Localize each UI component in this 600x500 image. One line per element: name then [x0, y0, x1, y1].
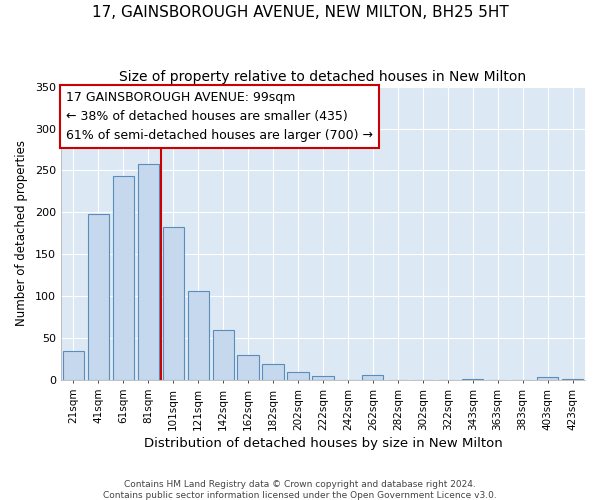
X-axis label: Distribution of detached houses by size in New Milton: Distribution of detached houses by size …: [143, 437, 502, 450]
Bar: [88, 214, 109, 380]
Bar: [63, 351, 84, 380]
Title: Size of property relative to detached houses in New Milton: Size of property relative to detached ho…: [119, 70, 527, 84]
Bar: [562, 378, 583, 380]
Bar: [313, 376, 334, 380]
Text: 17, GAINSBOROUGH AVENUE, NEW MILTON, BH25 5HT: 17, GAINSBOROUGH AVENUE, NEW MILTON, BH2…: [92, 5, 508, 20]
Text: Contains HM Land Registry data © Crown copyright and database right 2024.
Contai: Contains HM Land Registry data © Crown c…: [103, 480, 497, 500]
Bar: [188, 292, 209, 380]
Bar: [362, 376, 383, 380]
Bar: [163, 226, 184, 380]
Y-axis label: Number of detached properties: Number of detached properties: [15, 140, 28, 326]
Bar: [137, 164, 159, 380]
Bar: [462, 378, 484, 380]
Bar: [212, 330, 234, 380]
Bar: [238, 355, 259, 380]
Bar: [113, 176, 134, 380]
Bar: [262, 364, 284, 380]
Bar: [287, 372, 308, 380]
Text: 17 GAINSBOROUGH AVENUE: 99sqm
← 38% of detached houses are smaller (435)
61% of : 17 GAINSBOROUGH AVENUE: 99sqm ← 38% of d…: [66, 91, 373, 142]
Bar: [537, 377, 558, 380]
